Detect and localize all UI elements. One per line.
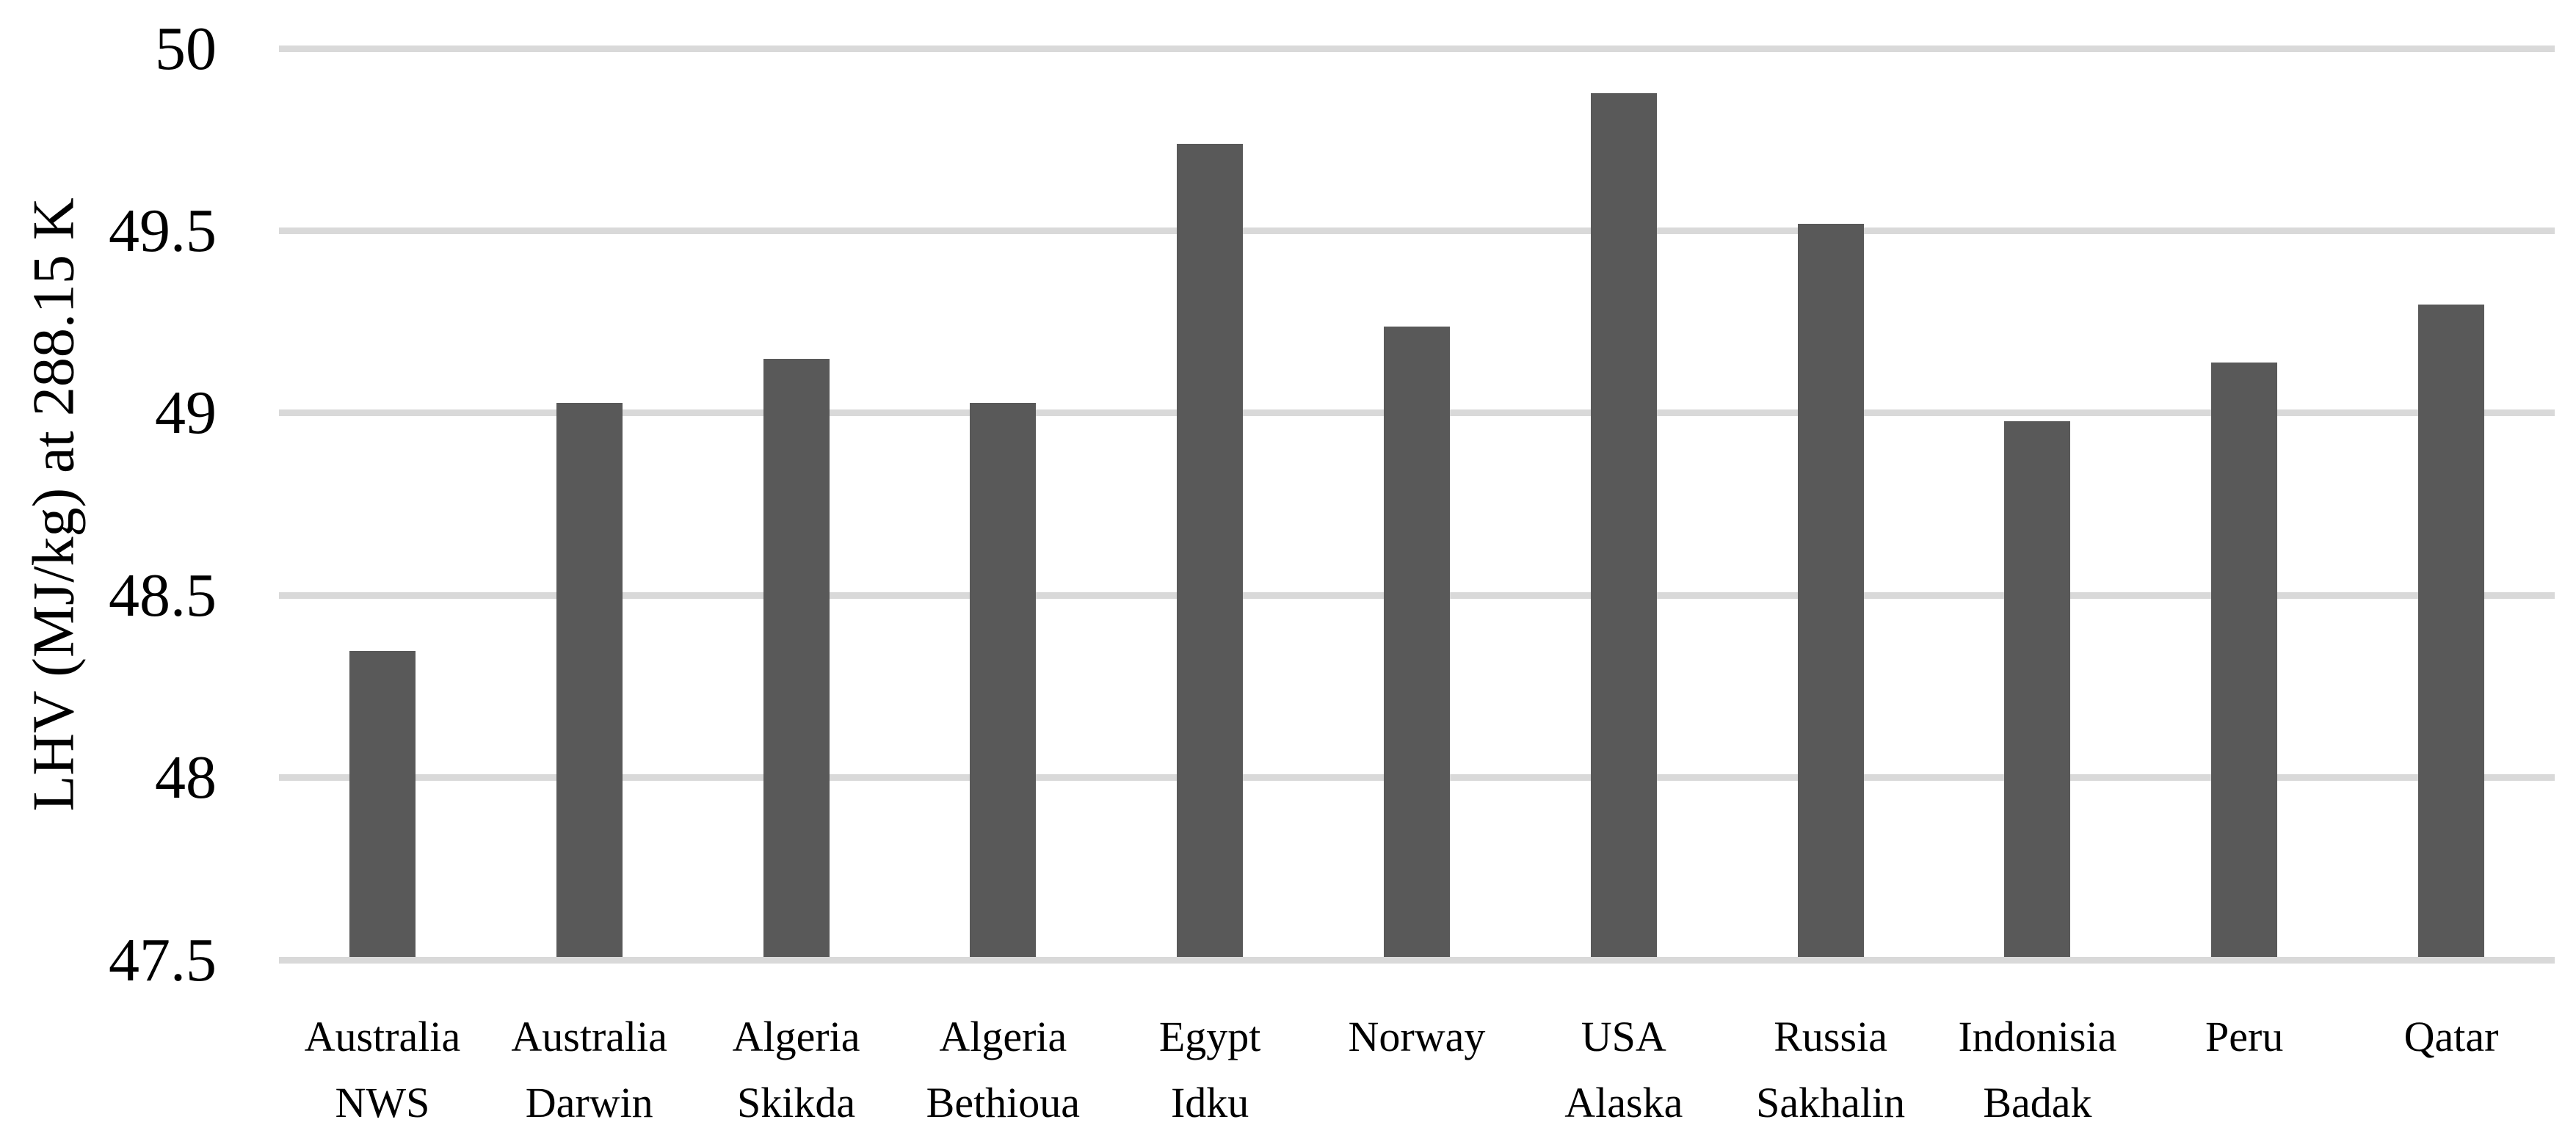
x-category-label-line: Darwin bbox=[525, 1079, 653, 1126]
bar-egypt-idku bbox=[1177, 144, 1244, 957]
y-tick-label-47.5: 47.5 bbox=[109, 925, 217, 994]
x-category-label-line: Norway bbox=[1348, 1013, 1486, 1060]
bar-australia-nws bbox=[349, 650, 416, 957]
bar-algeria-bethioua bbox=[970, 402, 1037, 957]
bar-indonisia-badak bbox=[2004, 420, 2071, 957]
x-category-label-line: Alaska bbox=[1564, 1079, 1683, 1126]
x-axis-category-labels: Australia NWS Australia Darwin Algeria Skikda… bbox=[279, 1004, 2555, 1136]
x-category-label-line: Australia bbox=[304, 1013, 461, 1060]
x-category-label-usa-alaska: USA Alaska bbox=[1520, 1004, 1727, 1136]
x-category-label-line: USA bbox=[1581, 1013, 1666, 1060]
x-category-label-russia-sakhalin: Russia Sakhalin bbox=[1727, 1004, 1934, 1136]
x-category-label-indonisia-badak: Indonisia Badak bbox=[1934, 1004, 2141, 1136]
y-tick-label-49.5: 49.5 bbox=[109, 196, 217, 265]
y-tick-label-49: 49 bbox=[155, 379, 217, 448]
gridline-y-47.5 bbox=[279, 956, 2555, 964]
bar-australia-darwin bbox=[556, 402, 623, 957]
bar-peru bbox=[2211, 363, 2278, 957]
bar-algeria-skikda bbox=[763, 359, 830, 957]
x-category-label-line: Peru bbox=[2205, 1013, 2284, 1060]
bar-russia-sakhalin bbox=[1797, 224, 1864, 957]
x-category-label-line: Qatar bbox=[2403, 1013, 2499, 1060]
x-category-label-line: Skikda bbox=[736, 1079, 856, 1126]
x-category-label-line: NWS bbox=[335, 1079, 430, 1126]
x-category-label-line: Sakhalin bbox=[1756, 1079, 1906, 1126]
plot-area bbox=[279, 45, 2555, 964]
x-category-label-algeria-bethioua: Algeria Bethioua bbox=[899, 1004, 1106, 1136]
x-category-label-norway: Norway bbox=[1313, 1004, 1520, 1136]
y-tick-label-50: 50 bbox=[155, 14, 217, 83]
bars-layer bbox=[279, 48, 2555, 960]
x-category-label-line: Algeria bbox=[732, 1013, 860, 1060]
x-category-label-qatar: Qatar bbox=[2348, 1004, 2555, 1136]
x-category-label-algeria-skikda: Algeria Skikda bbox=[693, 1004, 900, 1136]
x-category-label-line: Indonisia bbox=[1958, 1013, 2117, 1060]
x-category-label-line: Algeria bbox=[939, 1013, 1067, 1060]
gridline-y-49.5 bbox=[279, 227, 2555, 234]
y-axis-title: LHV (MJ/kg) at 288.15 K bbox=[6, 48, 103, 960]
bar-norway bbox=[1384, 326, 1450, 957]
x-category-label-line: Bethioua bbox=[926, 1079, 1081, 1126]
x-category-label-peru: Peru bbox=[2141, 1004, 2348, 1136]
x-category-label-line: Russia bbox=[1774, 1013, 1887, 1060]
y-tick-label-48.5: 48.5 bbox=[109, 561, 217, 630]
x-category-label-australia-nws: Australia NWS bbox=[279, 1004, 486, 1136]
bar-usa-alaska bbox=[1590, 92, 1657, 957]
x-category-label-line: Badak bbox=[1983, 1079, 2092, 1126]
gridline-y-50 bbox=[279, 45, 2555, 52]
bar-qatar bbox=[2418, 304, 2485, 957]
x-category-label-egypt-idku: Egypt Idku bbox=[1106, 1004, 1313, 1136]
x-category-label-australia-darwin: Australia Darwin bbox=[486, 1004, 693, 1136]
y-tick-label-48: 48 bbox=[155, 743, 217, 812]
y-axis-title-text: LHV (MJ/kg) at 288.15 K bbox=[21, 197, 87, 812]
x-category-label-line: Australia bbox=[511, 1013, 668, 1060]
x-category-label-line: Egypt bbox=[1158, 1013, 1261, 1060]
x-category-label-line: Idku bbox=[1170, 1079, 1249, 1126]
